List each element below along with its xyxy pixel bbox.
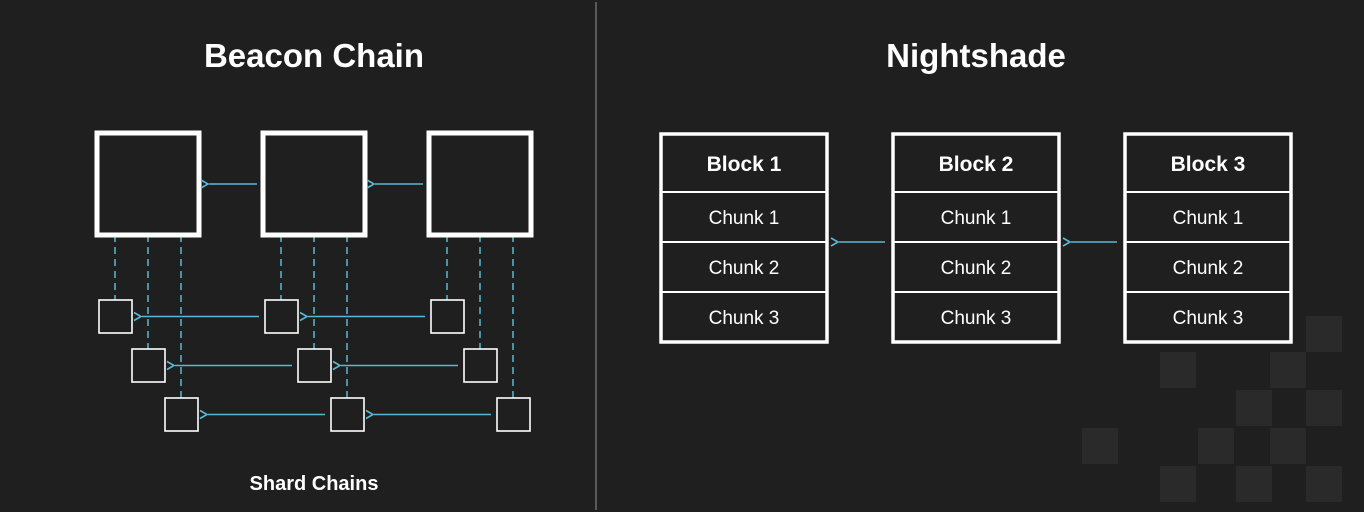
shard-block-r3-b1 bbox=[164, 397, 199, 432]
chunk-label-b2-c1: Chunk 1 bbox=[941, 208, 1012, 229]
pattern-square-4 bbox=[1236, 390, 1272, 426]
pattern-square-3 bbox=[1160, 352, 1196, 388]
chunk-label-b1-c1: Chunk 1 bbox=[709, 208, 780, 229]
pattern-square-9 bbox=[1160, 466, 1196, 502]
background-pattern bbox=[1082, 316, 1342, 502]
nightshade-block-1 bbox=[659, 132, 829, 344]
pattern-square-10 bbox=[1236, 466, 1272, 502]
beacon-chain-title: Beacon Chain bbox=[204, 37, 424, 74]
shard-block-r1-b2 bbox=[264, 299, 299, 334]
shard-chains-label: Shard Chains bbox=[250, 473, 379, 495]
pattern-square-11 bbox=[1306, 466, 1342, 502]
chunk-label-b1-c3: Chunk 3 bbox=[709, 308, 780, 329]
shard-block-r1-b3 bbox=[430, 299, 465, 334]
chunk-label-b3-c3: Chunk 3 bbox=[1173, 308, 1244, 329]
pattern-square-1 bbox=[1306, 316, 1342, 352]
beacon-block-2 bbox=[260, 130, 368, 238]
beacon-chain-diagram bbox=[94, 130, 534, 432]
chunk-label-b1-c2: Chunk 2 bbox=[709, 258, 780, 279]
block-label-1: Block 1 bbox=[707, 153, 782, 176]
shard-block-r2-b3 bbox=[463, 348, 498, 383]
beacon-block-1 bbox=[94, 130, 202, 238]
pattern-square-6 bbox=[1198, 428, 1234, 464]
nightshade-block-3 bbox=[1123, 132, 1293, 344]
block-label-2: Block 2 bbox=[939, 153, 1014, 176]
shard-block-r3-b3 bbox=[496, 397, 531, 432]
pattern-square-8 bbox=[1082, 428, 1118, 464]
nightshade-block-2 bbox=[891, 132, 1061, 344]
chunk-label-b3-c2: Chunk 2 bbox=[1173, 258, 1244, 279]
chunk-label-b3-c1: Chunk 1 bbox=[1173, 208, 1244, 229]
shard-block-r3-b2 bbox=[330, 397, 365, 432]
block-label-3: Block 3 bbox=[1171, 153, 1246, 176]
pattern-square-7 bbox=[1270, 428, 1306, 464]
nightshade-diagram: Block 1 Chunk 1 Chunk 2 Chunk 3 Block 2 Chunk… bbox=[659, 132, 1293, 344]
chunk-label-b2-c2: Chunk 2 bbox=[941, 258, 1012, 279]
shard-block-r2-b2 bbox=[297, 348, 332, 383]
shard-block-r1-b1 bbox=[98, 299, 133, 334]
chunk-label-b2-c3: Chunk 3 bbox=[941, 308, 1012, 329]
pattern-square-2 bbox=[1270, 352, 1306, 388]
nightshade-title: Nightshade bbox=[886, 37, 1066, 74]
pattern-square-5 bbox=[1306, 390, 1342, 426]
shard-block-r2-b1 bbox=[131, 348, 166, 383]
beacon-block-3 bbox=[426, 130, 534, 238]
